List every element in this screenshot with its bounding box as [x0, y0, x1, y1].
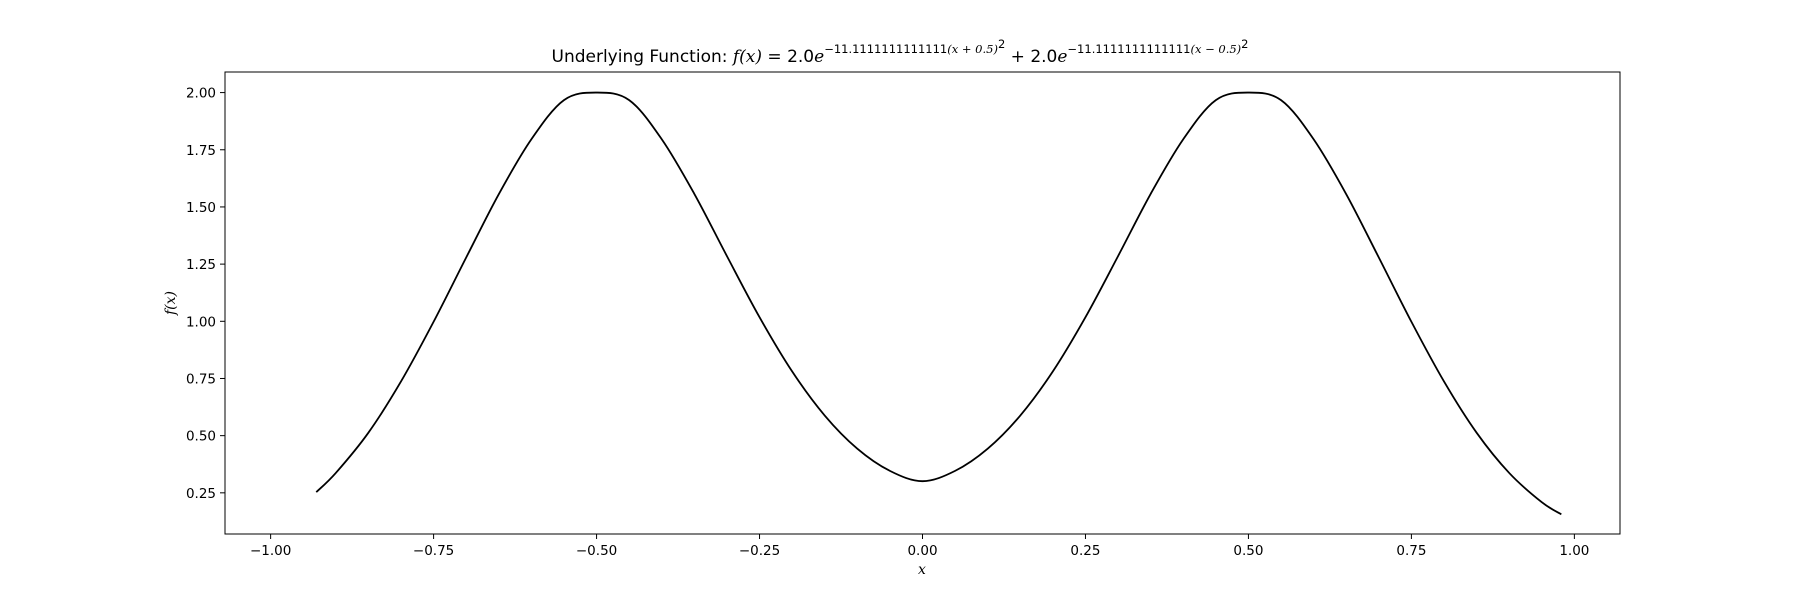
x-axis-label: x	[918, 562, 926, 578]
title-plus: + 2.0	[1005, 47, 1057, 67]
chart-title: Underlying Function: f(x) = 2.0e−11.1111…	[552, 37, 1249, 67]
y-tick-label: 0.50	[186, 429, 216, 445]
x-tick-label: 0.75	[1396, 543, 1426, 559]
x-tick-label: −1.00	[250, 543, 291, 559]
x-tick-label: 0.50	[1233, 543, 1263, 559]
title-e1: e	[814, 47, 824, 67]
function-curve-line	[315, 91, 1562, 516]
y-axis-label: f(x)	[163, 291, 179, 316]
x-axis-ticks: −1.00 −0.75 −0.50 −0.25 0.00 0.25 0.50 0.75 1.00	[250, 534, 1589, 559]
y-tick-label: 1.50	[186, 200, 216, 216]
x-tick-label: −0.25	[739, 543, 780, 559]
x-tick-label: 0.00	[907, 543, 937, 559]
title-eq: = 2.0	[762, 47, 814, 67]
title-exp2-coef: −11.1111111111111	[1067, 42, 1190, 56]
y-axis-ticks: 0.25 0.50 0.75 1.00 1.25 1.50 1.75 2.00	[186, 86, 225, 502]
y-tick-label: 1.00	[186, 314, 216, 330]
title-exp2-pow: 2	[1241, 37, 1248, 51]
y-tick-label: 2.00	[186, 86, 216, 102]
x-tick-label: 0.25	[1070, 543, 1100, 559]
y-tick-label: 1.25	[186, 257, 216, 273]
y-tick-label: 1.75	[186, 143, 216, 159]
title-exp1-coef: −11.1111111111111	[824, 42, 947, 56]
y-tick-label: 0.75	[186, 371, 216, 387]
x-tick-label: −0.50	[576, 543, 617, 559]
title-lhs: f(x)	[731, 47, 762, 67]
title-exp2-var: (x − 0.5)	[1190, 42, 1241, 56]
title-prefix: Underlying Function:	[552, 47, 733, 67]
x-tick-label: −0.75	[413, 543, 454, 559]
title-exp1-var: (x + 0.5)	[947, 42, 998, 56]
y-tick-label: 0.25	[186, 486, 216, 502]
title-e2: e	[1057, 47, 1067, 67]
title-exp1-pow: 2	[998, 37, 1005, 51]
series-group	[315, 91, 1562, 516]
plot-area-frame	[224, 71, 1621, 535]
x-tick-label: 1.00	[1559, 543, 1589, 559]
